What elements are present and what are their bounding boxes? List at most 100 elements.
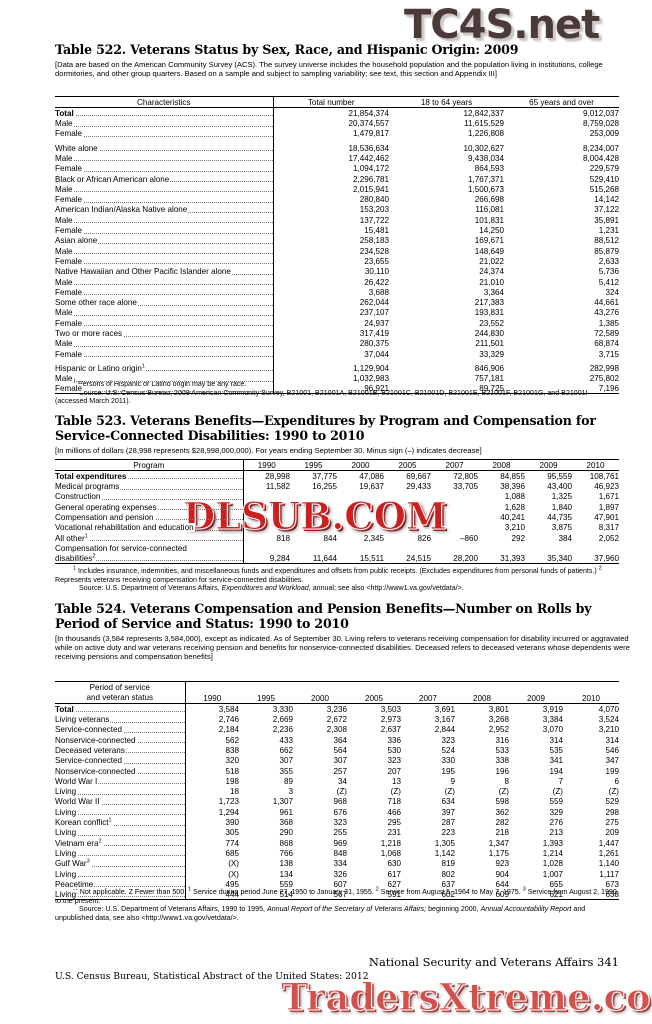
row-label: Total <box>55 704 185 714</box>
row-label: Vocational rehabilitation and education <box>55 522 243 533</box>
table-cell: 397 <box>441 807 455 817</box>
table-cell: 3,688 <box>272 286 389 297</box>
table-cell: 18,536,634 <box>272 142 389 153</box>
row-label: Male <box>55 184 273 194</box>
table-cell: 1,393 <box>542 838 563 848</box>
table-cell: 16,255 <box>312 482 337 492</box>
row-label-text: Female <box>55 226 83 236</box>
row-label: Compensation and pension <box>55 512 243 522</box>
row-label: Nonservice-connected <box>55 734 185 745</box>
table-row: Hispanic or Latino origin1 1,129,904 846,9… <box>55 362 619 373</box>
table-cell: 266,698 <box>474 195 504 205</box>
leader-dots <box>55 876 185 878</box>
row-label: World War II <box>55 796 185 807</box>
table-524-col-1995: 1995 <box>256 694 275 703</box>
footer-bureau-line: U.S. Census Bureau, Statistical Abstract… <box>55 971 369 982</box>
row-label-text: Female <box>55 256 83 266</box>
table-cell: 655 <box>549 879 563 889</box>
row-label: Living <box>55 868 185 879</box>
table-cell: 134 <box>279 869 293 879</box>
table-523-source: Source: U.S. Department of Veterans Affa… <box>79 584 464 593</box>
table-cell: 314 <box>549 735 563 745</box>
table-row: Medical programs 11,582 16,255 19,637 29,433… <box>55 480 619 492</box>
table-cell <box>337 491 384 501</box>
table-cell: 307 <box>333 756 347 766</box>
table-cell: 95,559 <box>547 471 572 481</box>
table-cell: 30,110 <box>272 265 389 277</box>
table-cell: 11,644 <box>312 553 337 563</box>
row-label-text: World War I <box>55 776 99 786</box>
row-label: White alone <box>55 142 273 153</box>
table-cell: 969 <box>333 838 347 848</box>
table-cell: 276 <box>549 818 563 828</box>
table-cell: 33,329 <box>479 349 504 359</box>
table-522-col-characteristics: Characteristics <box>136 98 191 107</box>
row-label-text: Living <box>55 787 78 797</box>
table-cell: 559 <box>549 797 563 807</box>
row-label: General operating expenses <box>55 501 243 512</box>
table-cell: 802 <box>441 869 455 879</box>
table-cell: 1,305 <box>434 838 455 848</box>
table-523-col-2009: 2009 <box>539 461 558 470</box>
table-524-col-2005: 2005 <box>364 694 383 703</box>
table-cell: 819 <box>441 859 455 869</box>
leader-dots <box>55 284 273 286</box>
leader-dots <box>55 160 273 162</box>
table-cell <box>242 491 290 502</box>
row-label: Gulf War3 <box>55 858 185 869</box>
table-523-col-2005: 2005 <box>398 461 417 470</box>
table-row: Living 1,294 961 676 466 397 362 329 298 <box>55 806 619 817</box>
table-cell: 774 <box>184 837 239 848</box>
table-cell: 466 <box>387 807 401 817</box>
table-cell <box>384 491 431 501</box>
table-cell: 43,400 <box>547 482 572 492</box>
table-cell: 323 <box>441 735 455 745</box>
table-cell: 7 <box>558 776 563 786</box>
table-cell: 8,004,428 <box>582 153 619 163</box>
table-cell: 2,746 <box>184 713 239 725</box>
table-522-source: Source: U.S. Census Bureau, 2009 America… <box>55 388 588 406</box>
leader-dots <box>55 335 273 337</box>
row-label-text: General operating expenses <box>55 502 158 512</box>
table-522-col-65plus: 65 years and over <box>529 98 594 107</box>
row-label: Male <box>55 338 273 349</box>
table-cell: (Z) <box>498 787 509 797</box>
row-label-text: Female <box>55 384 83 394</box>
table-cell: (Z) <box>444 787 455 797</box>
row-label-text: Living <box>55 889 78 899</box>
table-cell: 46,923 <box>594 482 619 492</box>
leader-dots <box>55 222 273 224</box>
table-cell: (Z) <box>608 787 619 797</box>
table-cell: (Z) <box>390 787 401 797</box>
row-label: Compensation for service-connected <box>55 543 243 553</box>
leader-dots <box>55 498 243 500</box>
table-cell: 43,276 <box>594 308 619 318</box>
row-label: Living veterans <box>55 714 185 725</box>
row-label: American Indian/Alaska Native alone <box>55 204 273 215</box>
table-cell: 2,669 <box>272 715 293 725</box>
table-524-body: Total 3,584 3,330 3,236 3,503 3,691 3,801 3,919… <box>55 703 619 900</box>
table-cell: 44,735 <box>547 512 572 522</box>
table-cell <box>242 521 290 533</box>
table-cell: 2,973 <box>380 715 401 725</box>
table-cell: 3,691 <box>434 704 455 714</box>
table-cell: 17,442,462 <box>272 152 389 163</box>
table-cell: 292 <box>511 533 525 543</box>
table-cell: 3,524 <box>598 715 619 725</box>
table-cell: 334 <box>333 859 347 869</box>
table-cell: 3,503 <box>380 704 401 714</box>
table-row: Female 96,921 89,725 7,196 <box>55 383 619 394</box>
table-cell <box>431 512 478 522</box>
table-cell: 12,842,337 <box>463 108 504 118</box>
table-cell: 47,086 <box>359 471 384 481</box>
table-cell: 515,268 <box>589 184 619 194</box>
row-label-text: Compensation and pension <box>55 512 155 522</box>
row-label: Male <box>55 214 273 225</box>
table-cell: 198 <box>184 775 239 786</box>
table-cell: 255 <box>333 828 347 838</box>
table-cell: 31,393 <box>500 553 525 563</box>
leader-dots <box>55 793 185 795</box>
row-label: Female <box>55 383 273 394</box>
table-cell: 5,736 <box>598 267 619 277</box>
row-label-text: Two or more races <box>55 329 124 339</box>
